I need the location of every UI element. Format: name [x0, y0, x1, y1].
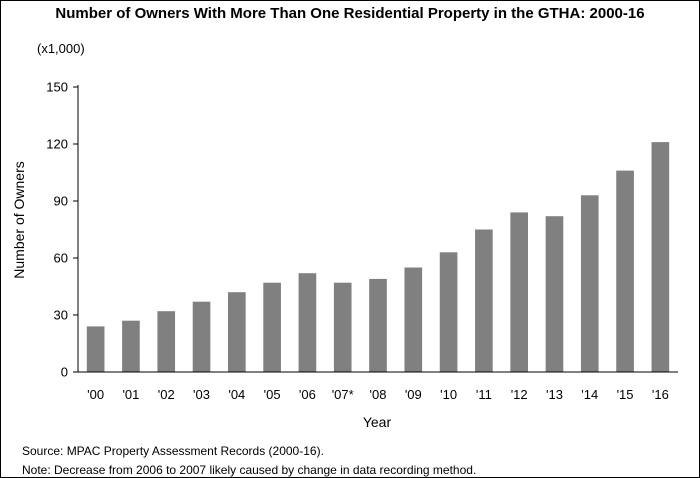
- bar: [545, 216, 564, 372]
- bar: [510, 212, 528, 372]
- y-tick-label: 150: [46, 80, 68, 95]
- x-tick-label: '05: [264, 387, 281, 402]
- bar: [86, 326, 105, 372]
- bar: [580, 195, 599, 372]
- x-tick-label: '15: [617, 387, 634, 402]
- y-axis-title: Number of Owners: [11, 161, 27, 278]
- x-tick-label: '13: [546, 387, 563, 402]
- bar: [298, 273, 317, 372]
- x-axis-title: Year: [363, 414, 392, 430]
- bar: [263, 282, 281, 372]
- x-tick-label: '12: [511, 387, 528, 402]
- bar: [157, 311, 176, 372]
- x-tick-label: '08: [370, 387, 387, 402]
- x-tick-label: '01: [122, 387, 139, 402]
- bar: [122, 320, 140, 372]
- bar: [616, 170, 634, 372]
- x-tick-label: '02: [158, 387, 175, 402]
- bar: [651, 142, 670, 372]
- source-note: Source: MPAC Property Assessment Records…: [22, 444, 324, 458]
- x-tick-label: '10: [440, 387, 457, 402]
- bar: [404, 267, 423, 372]
- x-tick-label: '07*: [332, 387, 354, 402]
- x-tick-label: '16: [652, 387, 669, 402]
- chart-title: Number of Owners With More Than One Resi…: [55, 5, 645, 22]
- bar: [228, 292, 246, 372]
- x-tick-label: '11: [476, 387, 492, 402]
- bar: [192, 301, 211, 372]
- x-tick-label: '09: [405, 387, 422, 402]
- method-note: Note: Decrease from 2006 to 2007 likely …: [22, 463, 477, 477]
- y-tick-label: 90: [54, 194, 68, 209]
- y-axis-unit-label: (x1,000): [37, 41, 85, 56]
- y-tick-label: 30: [54, 308, 68, 323]
- y-tick-label: 60: [54, 251, 68, 266]
- x-tick-label: '14: [581, 387, 598, 402]
- x-tick-label: '03: [193, 387, 210, 402]
- y-tick-label: 0: [61, 365, 68, 380]
- x-tick-label: '06: [299, 387, 316, 402]
- bar: [475, 229, 493, 372]
- y-tick-label: 120: [46, 137, 68, 152]
- x-tick-label: '04: [228, 387, 245, 402]
- bar: [369, 278, 387, 372]
- bar: [333, 282, 352, 372]
- y-axis-ticks: 0 30 60 90 120 150: [46, 80, 78, 380]
- x-axis-ticks: '00 '01 '02 '03 '04 '05 '06 '07* '08 '09 '10 '11 '12…: [87, 387, 669, 402]
- x-tick-label: '00: [87, 387, 104, 402]
- bar-series: [86, 142, 670, 372]
- axes: [77, 85, 678, 373]
- bar: [439, 252, 458, 372]
